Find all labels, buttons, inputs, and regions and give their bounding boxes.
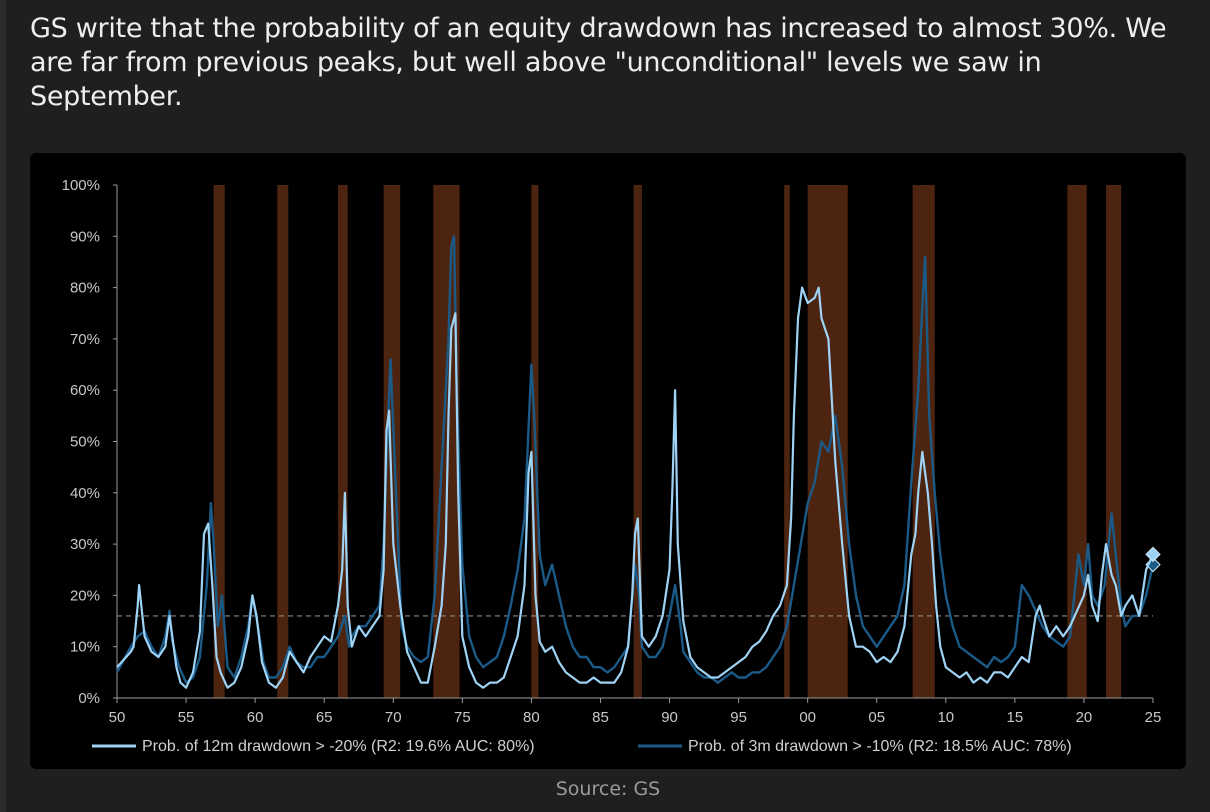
series-3m-line [115,235,1155,684]
y-tick-label: 10% [70,639,100,656]
post-headline: GS write that the probability of an equi… [30,13,1167,112]
drawdown-band [213,185,225,698]
x-tick-label: 15 [1007,709,1024,726]
y-tick-label: 30% [70,536,100,553]
x-tick-label: 10 [937,709,954,726]
drawdown-band [1067,185,1087,698]
drawdown-band [633,185,642,698]
x-tick-label: 90 [661,709,678,726]
series-12m-endpoint [1145,546,1161,563]
y-tick-label: 80% [70,280,100,297]
y-tick-label: 60% [70,382,100,399]
drawdown-band [784,185,790,698]
drawdown-band [807,185,848,698]
y-tick-label: 100% [62,177,100,194]
chart-panel: 0% 10% 20% 30% 40% 50% 60% 70% 80% 90% 100% 50 55 60 6… [30,153,1186,769]
y-tick-label: 0% [78,690,100,707]
drawdown-band [912,185,935,698]
x-tick-label: 00 [799,709,816,726]
drawdown-band [1106,185,1122,698]
x-tick-label: 70 [385,709,402,726]
drawdown-band [277,185,289,698]
y-tick-label: 20% [70,587,100,604]
y-tick-label: 50% [70,434,100,451]
x-tick-label: 75 [454,709,471,726]
y-tick-label: 70% [70,331,100,348]
y-tick-label: 90% [70,228,100,245]
x-tick-label: 95 [730,709,747,726]
x-tick-label: 80 [523,709,540,726]
x-tick-label: 20 [1076,709,1093,726]
source-caption: Source: GS [555,778,661,800]
drawdown-probability-chart: 0% 10% 20% 30% 40% 50% 60% 70% 80% 90% 100% 50 55 60 6… [62,177,1162,755]
series-12m-line [116,286,1155,689]
x-tick-label: 55 [178,709,195,726]
x-tick-label: 25 [1145,709,1162,726]
x-tick-label: 85 [592,709,609,726]
y-tick-label: 40% [70,485,100,502]
legend-label-12m: Prob. of 12m drawdown > -20% (R2: 19.6% … [142,738,535,755]
legend-label-3m: Prob. of 3m drawdown > -10% (R2: 18.5% A… [688,738,1072,755]
x-tick-label: 05 [868,709,885,726]
x-tick-label: 65 [316,709,333,726]
left-gutter [0,0,6,812]
drawdown-band [338,185,348,698]
x-tick-label: 60 [247,709,264,726]
x-tick-label: 50 [109,709,126,726]
